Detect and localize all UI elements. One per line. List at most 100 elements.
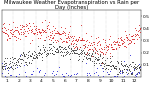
Point [43,74,45,76]
Point [105,44,108,46]
Point [12,64,14,66]
Point [73,42,75,43]
Point [134,27,137,28]
Point [19,55,21,57]
Point [99,43,102,44]
Point [5,39,8,41]
Point [56,40,59,41]
Point [28,62,31,63]
Point [95,71,97,72]
Point [37,52,40,54]
Point [135,67,138,68]
Point [97,59,100,60]
Point [91,49,94,50]
Point [33,25,36,27]
Point [5,64,8,66]
Point [14,39,17,41]
Point [77,59,80,60]
Point [69,75,72,77]
Point [81,37,83,39]
Point [130,72,133,73]
Point [81,52,83,53]
Point [8,63,11,65]
Point [17,37,20,38]
Point [41,21,43,23]
Point [121,44,124,45]
Point [135,74,137,75]
Point [32,32,35,33]
Point [64,38,67,39]
Point [139,29,141,30]
Point [101,68,103,69]
Point [16,66,19,68]
Point [107,74,110,75]
Point [48,46,50,48]
Point [125,36,128,38]
Point [58,33,60,34]
Point [129,72,132,74]
Point [69,58,71,60]
Point [63,34,66,36]
Point [57,50,60,52]
Point [4,75,6,77]
Point [53,51,56,52]
Point [109,62,111,63]
Point [58,46,60,47]
Point [83,52,86,53]
Point [119,71,121,72]
Point [55,48,57,50]
Point [112,48,114,50]
Point [37,55,40,56]
Point [27,56,30,57]
Point [53,34,55,36]
Point [64,32,66,34]
Point [81,50,84,52]
Point [106,46,108,47]
Point [125,63,127,65]
Point [11,31,14,33]
Point [70,48,73,50]
Point [12,21,15,22]
Point [4,32,7,34]
Point [6,68,8,69]
Point [28,30,30,31]
Point [121,71,123,72]
Point [86,46,88,48]
Point [91,52,94,54]
Point [2,69,4,70]
Point [25,61,28,63]
Point [126,65,128,67]
Point [108,52,111,53]
Point [122,76,125,77]
Point [87,72,90,74]
Point [0,63,3,64]
Point [118,72,121,73]
Point [135,30,137,31]
Point [30,55,33,57]
Point [136,33,139,34]
Point [46,36,49,37]
Point [111,49,113,50]
Point [3,68,6,69]
Point [89,45,91,46]
Point [35,29,37,31]
Point [98,63,100,64]
Point [9,60,12,62]
Point [125,73,128,74]
Point [125,65,128,67]
Point [110,66,112,67]
Point [38,70,40,71]
Point [56,47,58,49]
Point [133,42,135,43]
Point [138,65,141,66]
Point [100,62,103,64]
Point [137,64,139,65]
Point [93,62,95,64]
Point [128,42,131,43]
Point [102,39,104,40]
Point [117,46,120,48]
Point [59,48,61,49]
Point [133,69,135,71]
Point [95,49,97,51]
Point [138,24,140,25]
